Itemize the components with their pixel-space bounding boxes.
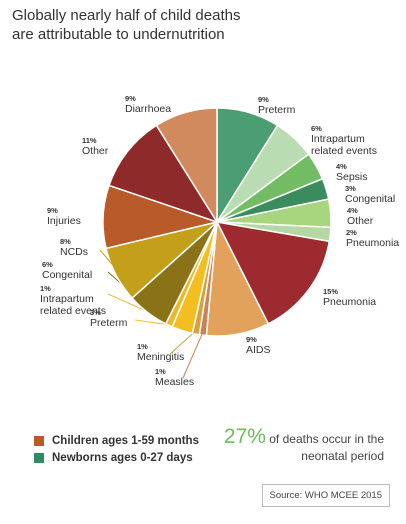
legend: Children ages 1-59 months Newborns ages … xyxy=(34,432,199,466)
leader-line-9 xyxy=(182,330,204,379)
title-line-1: Globally nearly half of child deaths xyxy=(12,7,241,24)
slice-name-label-6: Pneumonia xyxy=(346,237,399,249)
slice-pct-label-12: 1% xyxy=(40,284,51,293)
legend-item-children: Children ages 1-59 months xyxy=(34,432,199,449)
slice-name-label-12-2: related events xyxy=(40,305,106,317)
legend-label-children: Children ages 1-59 months xyxy=(52,434,199,447)
slice-pct-label-5: 4% xyxy=(347,206,358,215)
slice-pct-label-15: 9% xyxy=(47,206,58,215)
slice-pct-label-14: 8% xyxy=(60,237,71,246)
slice-name-label-10: Meningitis xyxy=(137,351,184,363)
slice-name-label-12-1: Intrapartum xyxy=(40,293,94,305)
slice-name-label-5: Other xyxy=(347,215,374,227)
slice-pct-label-6: 2% xyxy=(346,228,357,237)
neonatal-percent: 27% xyxy=(223,425,266,448)
legend-item-newborns: Newborns ages 0-27 days xyxy=(34,449,199,466)
slice-name-label-7: Pneumonia xyxy=(323,296,376,308)
leader-line-14 xyxy=(99,249,120,274)
slice-pct-label-2: 6% xyxy=(311,124,322,133)
source-note: Source: WHO MCEE 2015 xyxy=(261,484,390,507)
slice-name-label-2-2: related events xyxy=(311,145,377,157)
slice-name-label-17: Diarrhoea xyxy=(125,103,171,115)
slice-pct-label-7: 15% xyxy=(323,287,338,296)
slice-pct-label-17: 9% xyxy=(125,94,136,103)
slice-name-label-4: Congenital xyxy=(345,193,395,205)
slice-pct-label-8: 9% xyxy=(246,335,257,344)
slice-pct-label-10: 1% xyxy=(137,342,148,351)
slice-pct-label-11: 3% xyxy=(90,308,101,317)
leader-line-10 xyxy=(169,329,197,355)
legend-label-newborns: Newborns ages 0-27 days xyxy=(52,451,193,464)
slice-name-label-2-1: Intrapartum xyxy=(311,133,365,145)
neonatal-highlight: 27% of deaths occur in the neonatal peri… xyxy=(208,425,384,465)
slice-pct-label-13: 6% xyxy=(42,260,53,269)
slice-name-label-16: Other xyxy=(82,145,109,157)
slice-name-label-15: Injuries xyxy=(47,215,81,227)
neonatal-text-2: neonatal period xyxy=(301,449,384,463)
slice-pct-label-3: 4% xyxy=(336,162,347,171)
slice-pct-label-9: 1% xyxy=(155,367,166,376)
slice-name-label-9: Measles xyxy=(155,376,194,388)
slice-name-label-8: AIDS xyxy=(246,344,271,356)
slice-name-label-3: Sepsis xyxy=(336,171,368,183)
slice-pct-label-1: 9% xyxy=(258,95,269,104)
pie-slice-7 xyxy=(215,221,331,325)
pie-slice-17 xyxy=(155,107,218,225)
leader-line-11 xyxy=(134,319,184,328)
title-line-2: are attributable to undernutrition xyxy=(12,26,225,43)
legend-swatch-children xyxy=(34,435,44,446)
slice-name-label-11: Preterm xyxy=(90,317,128,329)
slice-pct-label-16: 11% xyxy=(82,136,97,145)
pie-slice-16 xyxy=(108,124,219,224)
neonatal-text-1: of deaths occur in the xyxy=(265,432,384,446)
chart-title: Globally nearly half of child deaths are… xyxy=(12,6,272,44)
legend-swatch-newborns xyxy=(34,452,44,463)
slice-pct-label-4: 3% xyxy=(345,184,356,193)
slice-name-label-1: Preterm xyxy=(258,104,296,116)
slice-name-label-13: Congenital xyxy=(42,269,92,281)
slice-name-label-14: NCDs xyxy=(60,246,88,258)
